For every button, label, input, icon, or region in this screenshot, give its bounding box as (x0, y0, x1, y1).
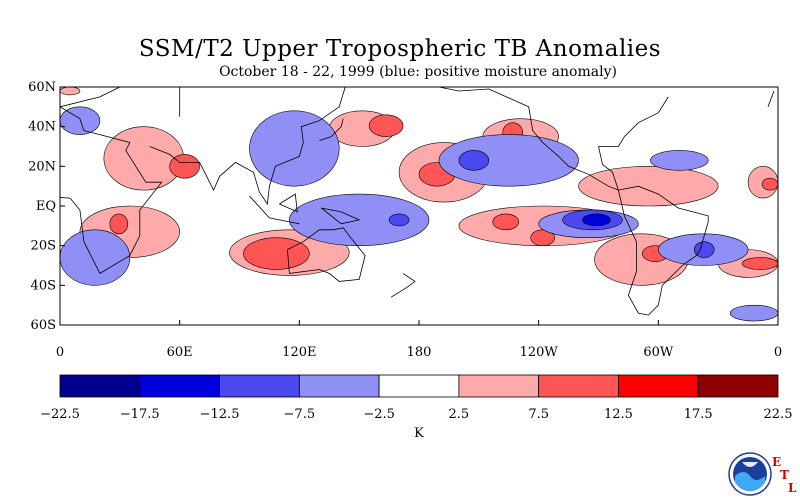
anomaly-region (388, 213, 410, 227)
lat-tick-label: 60N (28, 80, 56, 95)
etl-logo-letter-l: L (788, 481, 797, 495)
anomaly-region (109, 213, 129, 235)
anomaly-region (458, 150, 490, 171)
colorbar-tick-label: 2.5 (449, 407, 470, 422)
anomaly-region (582, 213, 611, 227)
anomaly-region (243, 237, 310, 270)
anomaly-region (103, 126, 184, 191)
coastline (438, 87, 669, 191)
colorbar: −22.5 −17.5 −12.5 −7.5 −2.5 2.5 7.5 12.5 17.5 22.… (40, 374, 793, 422)
lat-tick-label: 40N (28, 120, 56, 135)
lat-tick-label: 60S (31, 318, 56, 333)
colorbar-swatch (219, 374, 300, 398)
lon-tick-label: 120E (282, 345, 316, 360)
longitude-axis: 0 60E 120E 180 120W 60W 0 (56, 320, 782, 360)
chart-subtitle: October 18 - 22, 1999 (blue: positive mo… (219, 64, 617, 80)
colorbar-tick-label: −22.5 (40, 407, 80, 422)
anomaly-region (249, 110, 340, 187)
colorbar-swatch (59, 374, 141, 398)
chart-title: SSM/T2 Upper Tropospheric TB Anomalies (138, 36, 662, 62)
anomaly-region (368, 114, 404, 137)
colorbar-tick-label: −17.5 (120, 407, 160, 422)
lon-tick-label: 120W (520, 345, 559, 360)
anomaly-region (530, 229, 555, 246)
map-background (60, 87, 778, 325)
anomaly-regions (60, 87, 778, 322)
coastline (618, 185, 709, 316)
colorbar-tick-label: 7.5 (528, 407, 549, 422)
lat-tick-label: 40S (31, 278, 56, 293)
anomaly-region (650, 150, 709, 171)
coastline (249, 195, 300, 225)
lat-tick-label: 20S (31, 239, 56, 254)
anomaly-region (438, 134, 579, 187)
colorbar-swatch (538, 374, 619, 398)
lon-tick-label: 60E (167, 345, 193, 360)
lat-tick-label: EQ (36, 199, 56, 214)
lon-tick-label: 180 (407, 345, 432, 360)
colorbar-tick-label: −7.5 (284, 407, 316, 422)
coastline (767, 90, 775, 107)
coastline (738, 79, 748, 83)
lon-tick-label: 60W (643, 345, 674, 360)
anomaly-region (492, 213, 520, 231)
anomaly-region (729, 304, 778, 322)
colorbar-swatch (298, 374, 380, 398)
etl-logo-letter-e: E (772, 455, 782, 469)
colorbar-tick-label: 12.5 (604, 407, 633, 422)
anomaly-region (693, 241, 715, 258)
anomaly-region (60, 106, 101, 135)
lat-tick-label: 20N (28, 159, 56, 174)
coastline (60, 106, 163, 274)
coastline (149, 87, 346, 206)
colorbar-swatch (139, 374, 220, 398)
latitude-axis: 60N 40N 20N EQ 20S 40S 60S (28, 80, 65, 333)
colorbar-tick-label: 22.5 (764, 407, 793, 422)
colorbar-swatch (458, 374, 540, 398)
coastline (279, 193, 298, 213)
anomaly-region (60, 87, 81, 96)
anomaly-region (60, 229, 131, 286)
etl-logo-letter-t: T (780, 468, 789, 482)
colorbar-swatch (378, 374, 460, 398)
anomaly-region (578, 166, 719, 207)
coastline (60, 87, 181, 117)
colorbar-swatch (618, 374, 699, 398)
colorbar-unit-label: K (414, 426, 424, 441)
coastline (658, 87, 679, 88)
coastline (287, 227, 366, 282)
coastlines (60, 79, 775, 316)
colorbar-swatch (697, 374, 779, 398)
noaa-logo (728, 452, 772, 496)
colorbar-tick-label: 17.5 (684, 407, 713, 422)
anomaly-region (741, 257, 778, 270)
coastline (321, 207, 361, 225)
lon-tick-label: 0 (774, 345, 782, 360)
coastline (319, 118, 344, 141)
coastline (390, 273, 416, 298)
colorbar-tick-label: −12.5 (200, 407, 240, 422)
lon-tick-label: 0 (56, 345, 64, 360)
colorbar-tick-label: −2.5 (363, 407, 395, 422)
anomaly-region (761, 177, 778, 191)
